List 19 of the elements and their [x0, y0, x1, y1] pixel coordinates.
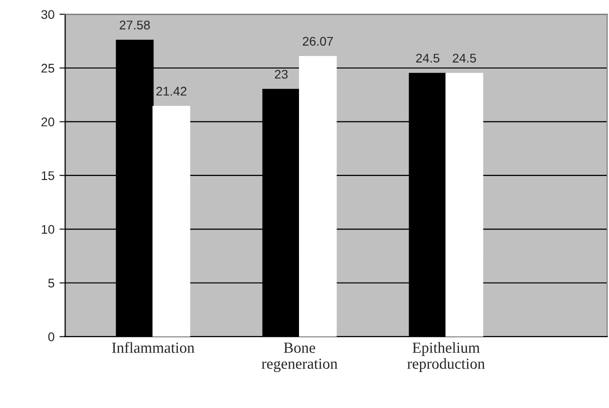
data-label: 23	[274, 70, 288, 79]
y-tick-label: 20	[41, 118, 54, 126]
y-tick-label: 10	[42, 224, 54, 234]
y-tick-label: 5	[48, 278, 54, 288]
x-tick-label: Bone regeneration	[262, 342, 338, 372]
y-tick-label: 25	[41, 64, 54, 73]
y-tick-label: 0	[48, 332, 54, 342]
bar	[298, 56, 337, 337]
y-tick-label: 30	[41, 10, 54, 19]
x-tick-label: Epithelium reproduction	[407, 342, 485, 372]
data-label: 27.58	[120, 20, 150, 30]
data-label: 26.07	[302, 36, 333, 46]
bar	[152, 106, 190, 337]
data-label: 24.5	[452, 54, 476, 63]
bar	[445, 72, 484, 337]
data-label: 21.42	[156, 86, 186, 96]
x-tick-label: Inflammation	[112, 342, 194, 353]
data-label: 24.5	[416, 54, 440, 63]
y-tick-label: 15	[42, 171, 54, 180]
